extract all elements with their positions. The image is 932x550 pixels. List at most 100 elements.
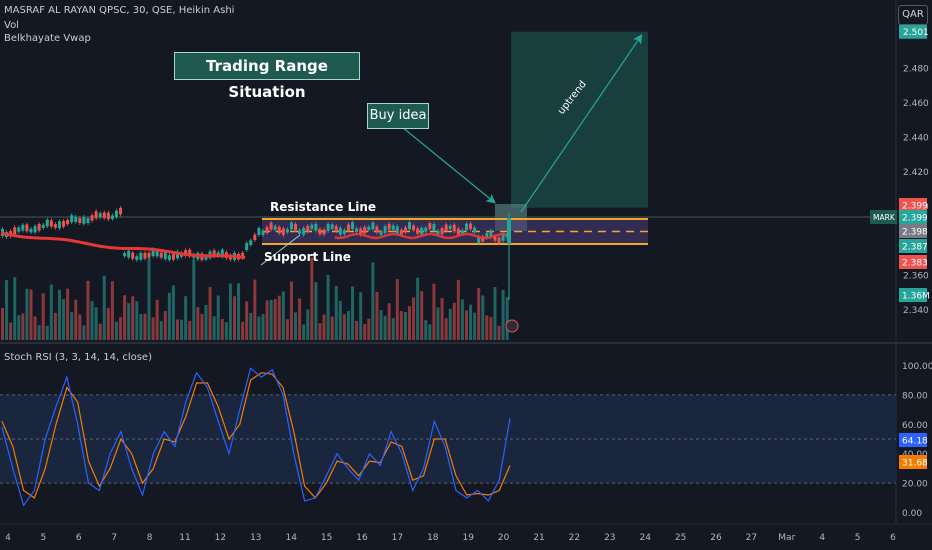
mark-tag: MARK (873, 213, 896, 222)
candle-body (123, 253, 127, 257)
price-label: 2.398 (902, 228, 928, 238)
candle-body (485, 232, 489, 238)
price-tick-label: 2.340 (903, 306, 929, 316)
y-axis: 2.3402.3602.4002.4202.4402.4602.4802.501… (870, 24, 932, 519)
candle-body (110, 215, 114, 220)
candle-body (62, 220, 66, 227)
x-tick-label: 7 (111, 533, 117, 543)
volume-bar (147, 255, 151, 340)
candle-body (119, 207, 123, 215)
candle-body (306, 225, 310, 232)
candle-body (78, 218, 82, 223)
candle-body (318, 229, 322, 235)
rsi-value-bg (899, 433, 927, 447)
candle-body (363, 227, 367, 234)
volume-bar (460, 299, 464, 340)
volume-bar (436, 307, 440, 340)
price-tick-label: 2.480 (903, 64, 929, 74)
volume-bar (171, 285, 175, 340)
volume-bar (355, 320, 359, 340)
candle-body (216, 252, 220, 257)
candle-body (21, 224, 25, 231)
volume-legend[interactable]: Vol (4, 20, 19, 31)
target-box (511, 31, 648, 208)
rsi-value-bg (899, 455, 927, 469)
candle-body (342, 229, 346, 235)
volume-bar (265, 300, 269, 340)
candle-body (17, 227, 21, 232)
candle-body (106, 212, 110, 220)
candle-body (387, 223, 391, 230)
rsi-tick-label: 20.00 (902, 480, 928, 490)
arrows (260, 34, 643, 266)
volume-bar (196, 306, 200, 340)
trading-range-note: Trading Range Situation (174, 52, 360, 101)
candle-body (143, 252, 147, 259)
volume-bar (131, 296, 135, 340)
volume-bar (241, 321, 245, 340)
candle-body (408, 222, 411, 230)
symbol-legend[interactable]: MASRAF AL RAYAN QPSC, 30, QSE, Heikin As… (4, 5, 235, 16)
rsi-tick-label: 60.00 (902, 421, 928, 431)
volume-bar (167, 292, 171, 340)
price-tick-label: 2.440 (903, 133, 929, 143)
volume-bar (94, 307, 98, 340)
price-label-bg (899, 198, 927, 212)
candle-body (220, 249, 224, 257)
candle-body (497, 237, 501, 243)
rsi-tick-label: 0.00 (902, 509, 922, 519)
volume-bars (1, 255, 509, 340)
trading-range (262, 218, 648, 245)
x-tick-label: 4 (819, 533, 825, 543)
volume-bar (412, 297, 416, 340)
volume-bar (403, 311, 407, 340)
volume-bar (391, 318, 395, 340)
volume-bar (114, 321, 118, 340)
candle-body (102, 212, 106, 219)
volume-bar (481, 295, 485, 340)
volume-bar (220, 318, 224, 340)
vwap-legend[interactable]: Belkhayate Vwap (4, 33, 91, 44)
volume-bar (302, 324, 306, 340)
candle-body (29, 228, 33, 233)
stoch-rsi-legend[interactable]: Stoch RSI (3, 3, 14, 14, close) (4, 352, 152, 363)
volume-bar (281, 291, 285, 340)
volume-bar (37, 325, 41, 340)
rsi-value-label: 64.18 (902, 437, 928, 447)
candle-body (403, 227, 407, 233)
volume-bar (155, 299, 159, 340)
x-tick-label: 4 (5, 533, 11, 543)
candle-body (49, 220, 53, 227)
volume-bar (440, 298, 444, 340)
candle-body (489, 230, 493, 238)
candle-body (41, 224, 45, 228)
candle-body (94, 211, 98, 219)
x-axis: 4 5 6 7 8 11 12 13 14 15 16 17 18 19 20 21 22 23 24 25 26 27 M… (5, 533, 896, 543)
range-box (262, 219, 648, 244)
volume-bar (318, 323, 322, 340)
candle-body (464, 223, 468, 231)
currency-button[interactable]: QAR (898, 5, 928, 25)
rsi-k-line (1, 367, 511, 507)
volume-bar (21, 313, 25, 340)
candle-body (163, 252, 167, 260)
candle-body (310, 224, 314, 230)
candle-body (135, 256, 139, 260)
candle-body (82, 216, 86, 224)
candle-body (507, 218, 511, 244)
candle-body (375, 226, 379, 233)
volume-bar (192, 259, 196, 340)
candle-body (294, 224, 298, 231)
candle-body (436, 230, 440, 235)
volume-bar (298, 298, 302, 340)
volume-bar (322, 314, 326, 340)
volume-bar (119, 317, 123, 340)
candle-body (432, 224, 436, 231)
volume-bar (188, 320, 192, 340)
candle-body (334, 225, 338, 232)
price-tick-label: 2.501 (903, 28, 929, 38)
volume-bar (314, 282, 318, 340)
candle-body (204, 256, 208, 260)
volume-bar (106, 307, 110, 340)
